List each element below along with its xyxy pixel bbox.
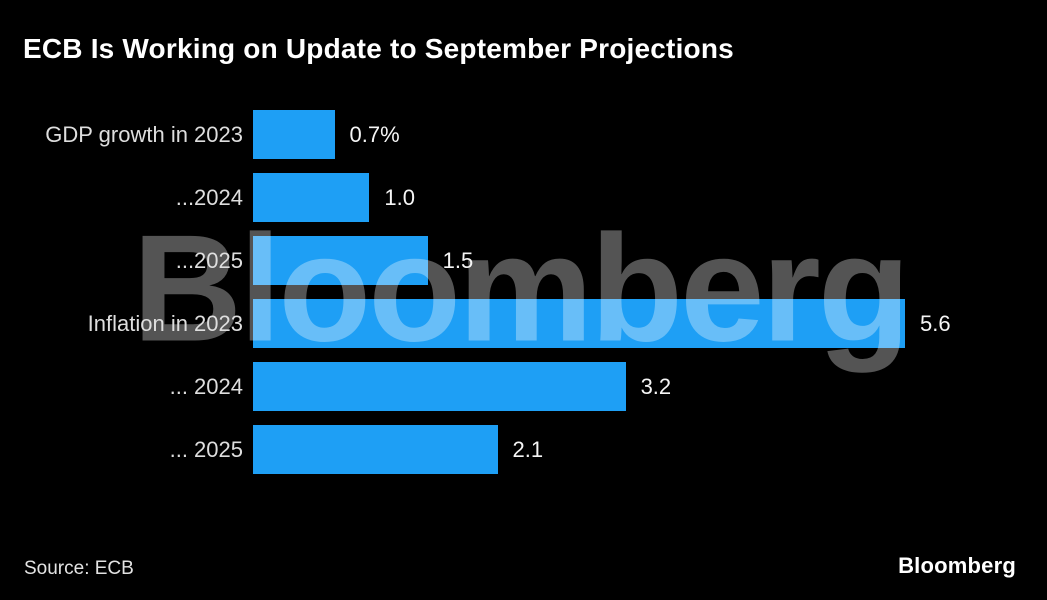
bar-track: 3.2 xyxy=(253,362,1047,411)
value-label: 2.1 xyxy=(512,436,544,462)
bar-row: ... 2025 2.1 xyxy=(0,425,1047,474)
bar-rows: GDP growth in 2023 0.7% ...2024 1.0 ...2… xyxy=(0,110,1047,488)
bar-row: ...2025 1.5 xyxy=(0,236,1047,285)
bar xyxy=(253,362,626,411)
category-label: Inflation in 2023 xyxy=(87,310,243,336)
bloomberg-logo: Bloomberg xyxy=(898,553,1016,578)
bar-row: ...2024 1.0 xyxy=(0,173,1047,222)
category-label: ...2025 xyxy=(175,247,243,273)
value-label: 5.6 xyxy=(920,310,951,336)
bar xyxy=(253,236,428,285)
bar-row: Inflation in 2023 5.6 xyxy=(0,299,1047,348)
source-label: Source: ECB xyxy=(24,558,134,579)
chart-title: ECB Is Working on Update to September Pr… xyxy=(23,33,734,64)
category-label: ...2024 xyxy=(175,184,243,210)
category-label: ... 2024 xyxy=(169,373,243,399)
value-label: 1.5 xyxy=(442,247,474,273)
bar-track: 1.5 xyxy=(253,236,1047,285)
category-label: GDP growth in 2023 xyxy=(45,121,243,147)
bar-track: 0.7% xyxy=(253,110,1047,159)
category-label: ... 2025 xyxy=(169,436,243,462)
bar-track: 2.1 xyxy=(253,425,1047,474)
bar xyxy=(253,173,370,222)
bar-row: ... 2024 3.2 xyxy=(0,362,1047,411)
bar xyxy=(253,110,335,159)
value-label: 3.2 xyxy=(640,373,672,399)
bar-track: 5.6 xyxy=(253,299,1047,348)
bar xyxy=(253,299,905,348)
bar-row: GDP growth in 2023 0.7% xyxy=(0,110,1047,159)
value-label: 1.0 xyxy=(384,184,416,210)
bar xyxy=(253,425,498,474)
bar-track: 1.0 xyxy=(253,173,1047,222)
value-label: 0.7% xyxy=(349,121,400,147)
